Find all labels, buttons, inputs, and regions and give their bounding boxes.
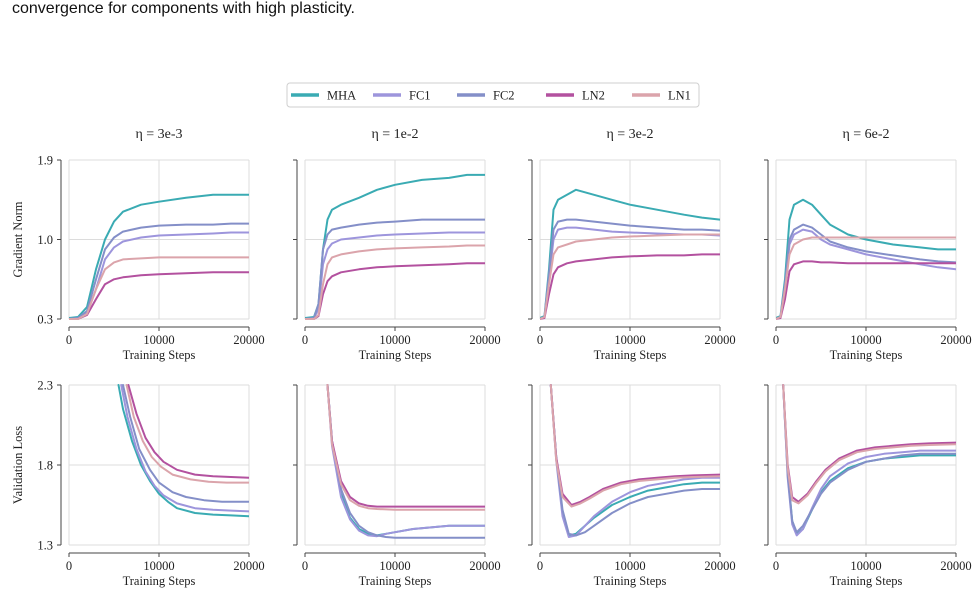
legend-label-ln1: LN1 — [668, 89, 691, 103]
panel-1-1: 0 10000 20000 0.3 1.0 1.9 Training Steps Gradie… — [11, 127, 265, 362]
x-axis-label: Training Steps — [830, 348, 903, 362]
series-line-ln2 — [549, 384, 720, 506]
series-line-ln2 — [776, 260, 956, 320]
series-line-mha — [782, 384, 956, 535]
legend-label-fc2: FC2 — [493, 89, 515, 103]
xtick-label: 0 — [302, 559, 308, 573]
series-line-ln1 — [326, 384, 485, 511]
xtick-label: 10000 — [379, 333, 410, 347]
xtick-label: 0 — [537, 559, 543, 573]
legend-frame — [286, 82, 700, 108]
series-line-ln1 — [549, 384, 720, 508]
xtick-label: 0 — [773, 559, 779, 573]
xtick-label: 10000 — [379, 559, 410, 573]
panel-1-3: 0 10000 20000 Training Steps η = 3e-2 — [528, 127, 736, 362]
series-line-mha — [549, 384, 720, 537]
panel-1-2: 0 10000 20000 Training Steps η = 1e-2 — [293, 127, 501, 362]
series-line-fc1 — [326, 384, 485, 538]
series-line-ln2 — [540, 253, 720, 320]
panel-2-2: 0 10000 20000 Training Steps — [293, 384, 501, 588]
panel-1-4: 0 10000 20000 Training Steps η = 6e-2 — [764, 127, 972, 362]
xtick-label: 10000 — [143, 333, 174, 347]
series-line-fc2 — [305, 218, 485, 320]
xtick-label: 10000 — [143, 559, 174, 573]
series-line-fc2 — [326, 384, 485, 539]
legend-label-ln2: LN2 — [582, 89, 605, 103]
ytick-label: 1.0 — [37, 233, 53, 247]
panel-title: η = 1e-2 — [371, 127, 418, 142]
ytick-label: 1.9 — [37, 154, 53, 168]
x-axis-label: Training Steps — [594, 348, 667, 362]
series-line-fc2 — [549, 384, 720, 537]
panel-2-3: 0 10000 20000 Training Steps — [528, 384, 736, 588]
xtick-label: 20000 — [704, 559, 735, 573]
series-line-fc2 — [776, 223, 956, 320]
xtick-label: 0 — [302, 333, 308, 347]
xtick-label: 20000 — [704, 333, 735, 347]
x-axis-label: Training Steps — [830, 574, 903, 588]
x-axis-label: Training Steps — [359, 574, 432, 588]
ytick-label: 0.3 — [37, 313, 53, 327]
x-axis-label: Training Steps — [123, 348, 196, 362]
x-axis-label: Training Steps — [594, 574, 667, 588]
legend-label-fc1: FC1 — [409, 89, 431, 103]
series-line-mha — [326, 384, 485, 537]
xtick-label: 0 — [773, 333, 779, 347]
ytick-label: 1.8 — [37, 459, 53, 473]
y-axis-label: Validation Loss — [11, 426, 25, 504]
series-line-mha — [69, 193, 249, 319]
xtick-label: 20000 — [940, 333, 971, 347]
caption-tail: convergence for components with high pla… — [12, 0, 355, 17]
series-line-fc1 — [120, 384, 249, 513]
series-line-fc1 — [549, 384, 720, 538]
series-line-fc2 — [540, 218, 720, 320]
ytick-label: 1.3 — [37, 539, 53, 553]
series-line-ln1 — [540, 233, 720, 320]
series-line-ln1 — [125, 384, 249, 484]
xtick-label: 10000 — [850, 333, 881, 347]
series-line-mha — [117, 384, 249, 518]
xtick-label: 0 — [537, 333, 543, 347]
series-line-ln1 — [782, 384, 956, 505]
ytick-label: 2.3 — [37, 379, 53, 393]
xtick-label: 20000 — [233, 559, 264, 573]
panel-2-1: 0 10000 20000 1.3 1.8 2.3 Training Steps Valida… — [11, 379, 265, 589]
xtick-label: 10000 — [614, 333, 645, 347]
legend: MHA FC1 FC2 LN2 LN1 — [286, 82, 700, 108]
panel-title: η = 3e-3 — [135, 127, 182, 142]
xtick-label: 10000 — [850, 559, 881, 573]
panels: 0 10000 20000 0.3 1.0 1.9 Training Steps Gradie… — [11, 127, 972, 588]
series-line-ln2 — [326, 384, 485, 508]
xtick-label: 20000 — [940, 559, 971, 573]
y-axis-label: Gradient Norm — [11, 201, 25, 277]
xtick-label: 0 — [66, 559, 72, 573]
xtick-label: 10000 — [614, 559, 645, 573]
series-line-fc2 — [782, 384, 956, 534]
series-line-ln1 — [305, 244, 485, 320]
series-line-ln2 — [782, 384, 956, 503]
xtick-label: 20000 — [233, 333, 264, 347]
series-line-fc2 — [122, 384, 249, 503]
x-axis-label: Training Steps — [359, 348, 432, 362]
series-line-ln1 — [69, 256, 249, 320]
panel-title: η = 3e-2 — [606, 127, 653, 142]
x-axis-label: Training Steps — [123, 574, 196, 588]
xtick-label: 20000 — [469, 559, 500, 573]
xtick-label: 20000 — [469, 333, 500, 347]
panel-title: η = 6e-2 — [842, 127, 889, 142]
xtick-label: 0 — [66, 333, 72, 347]
legend-label-mha: MHA — [327, 89, 356, 103]
series-line-fc1 — [782, 384, 956, 537]
series-line-ln2 — [127, 384, 249, 479]
series-line-ln1 — [776, 236, 956, 320]
panel-2-4: 0 10000 20000 Training Steps — [764, 384, 972, 588]
